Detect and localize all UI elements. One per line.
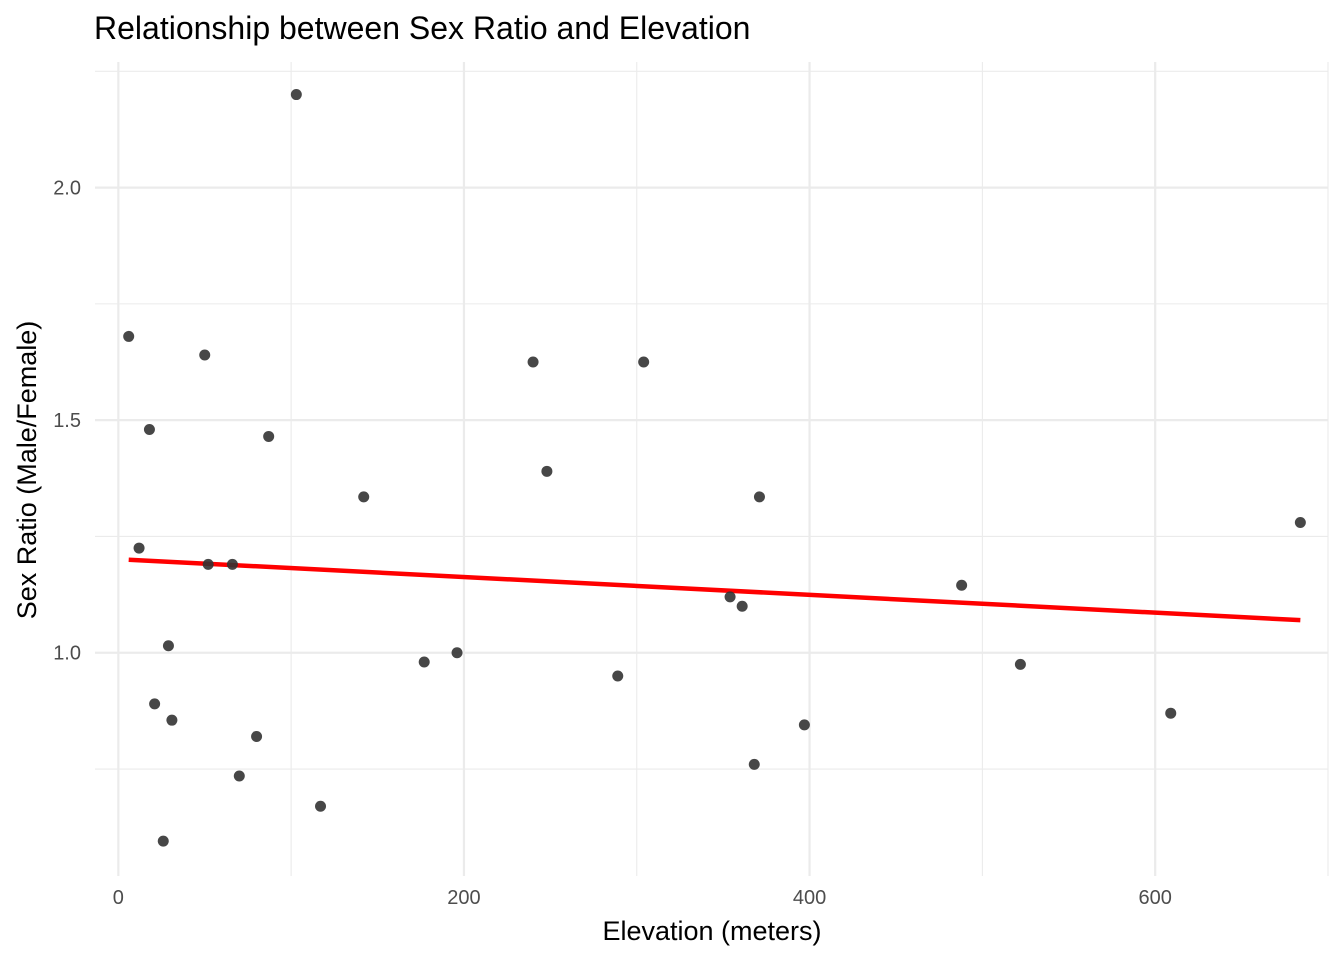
data-point	[527, 356, 539, 368]
data-points	[123, 89, 1306, 847]
data-point	[1014, 658, 1026, 670]
data-point	[315, 800, 327, 812]
data-point	[199, 349, 211, 361]
data-point	[133, 542, 145, 554]
data-point	[149, 698, 161, 710]
data-point	[358, 491, 370, 503]
data-point	[724, 591, 736, 603]
data-point	[418, 656, 430, 668]
data-point	[1165, 707, 1177, 719]
x-tick-label: 0	[113, 887, 124, 909]
y-tick-label: 2.0	[53, 178, 81, 200]
x-tick-label: 200	[447, 887, 480, 909]
data-point	[736, 600, 748, 612]
data-point	[143, 423, 155, 435]
data-point	[157, 835, 169, 847]
chart-title: Relationship between Sex Ratio and Eleva…	[94, 10, 750, 46]
data-point	[233, 770, 245, 782]
x-axis-title: Elevation (meters)	[602, 916, 821, 946]
data-point	[226, 558, 238, 570]
data-point	[753, 491, 765, 503]
y-tick-label: 1.5	[53, 410, 81, 432]
trend-layer	[128, 557, 1301, 623]
data-point	[638, 356, 650, 368]
y-tick-label: 1.0	[53, 643, 81, 665]
data-point	[123, 330, 135, 342]
trend-line	[128, 557, 1301, 623]
data-point	[202, 558, 214, 570]
data-point	[1294, 516, 1306, 528]
data-point	[798, 719, 810, 731]
x-tick-label: 600	[1139, 887, 1172, 909]
data-point	[263, 430, 275, 442]
data-point	[162, 640, 174, 652]
data-point	[166, 714, 178, 726]
grid-lines	[95, 62, 1329, 876]
y-axis-ticks: 1.0 1.5 2.0	[53, 178, 81, 665]
data-point	[451, 647, 463, 659]
data-point	[251, 730, 263, 742]
data-point	[290, 89, 302, 101]
x-tick-label: 400	[793, 887, 826, 909]
x-axis-ticks: 0 200 400 600	[113, 887, 1172, 909]
data-point	[612, 670, 624, 682]
y-axis-title: Sex Ratio (Male/Female)	[12, 321, 42, 620]
data-point	[541, 465, 553, 477]
data-point	[748, 758, 760, 770]
data-point	[956, 579, 968, 591]
